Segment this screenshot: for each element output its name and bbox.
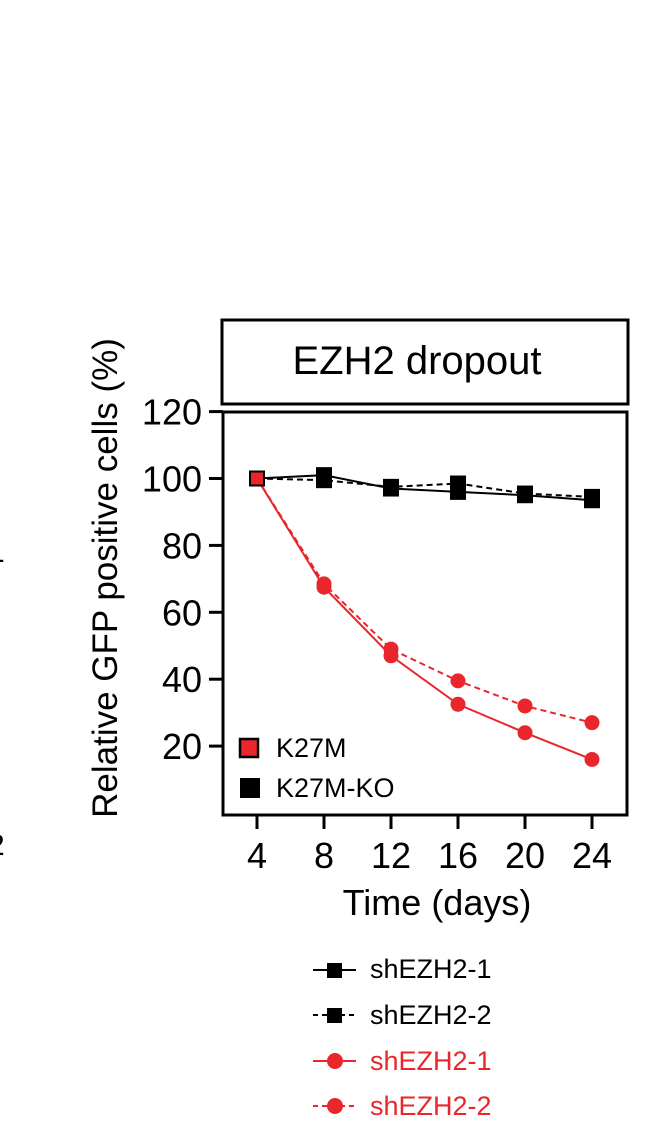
data-point-k27m-shezh2-1: [584, 751, 600, 767]
data-point-k27m-ko-shezh2-2: [584, 488, 600, 505]
y-axis-title: Relative GFP positive cells (%): [86, 338, 125, 818]
data-point-k27m-ko-shezh2-2: [450, 475, 466, 492]
legend-marker-shezh2-1-black: [327, 963, 342, 978]
legend-marker-shezh2-1-red: [327, 1053, 343, 1069]
x-tick-label: 4: [247, 835, 267, 876]
legend-label-k27m-ko: K27M-KO: [276, 773, 395, 803]
edge-glyph-bottom: 2: [0, 829, 5, 862]
y-tick-label: 60: [162, 592, 202, 633]
data-point-k27m-shezh2-2: [316, 576, 332, 592]
series-line-k27m-shezh2-2: [256, 477, 593, 724]
y-tick-label: 20: [162, 726, 202, 767]
legend-label-shezh2-1-red: shEZH2-1: [370, 1046, 492, 1076]
x-tick-label: 16: [438, 835, 478, 876]
cell-line-legend: K27M K27M-KO: [238, 733, 395, 803]
data-point-k27m-ko-shezh2-2: [316, 472, 332, 489]
data-point-start-overlap: [249, 470, 265, 487]
x-tick-label: 24: [572, 835, 612, 876]
shrna-legend: shEZH2-1 shEZH2-2 shEZH2-1 shEZH2-2: [313, 954, 492, 1121]
axis-ticks: 20 40 60 80 100 120 4 8 12 16 20 24: [142, 392, 612, 876]
y-tick-label: 40: [162, 659, 202, 700]
legend-label-shezh2-2-black: shEZH2-2: [370, 1000, 492, 1030]
data-point-k27m-shezh2-2: [584, 715, 600, 731]
x-axis-title: Time (days): [343, 882, 532, 923]
data-point-k27m-shezh2-2: [383, 641, 399, 657]
legend-label-k27m: K27M: [276, 733, 347, 763]
series-line-k27m-ko-shezh2-1: [256, 474, 593, 502]
panel-title: EZH2 dropout: [292, 339, 541, 383]
legend-swatch-k27m-ko: [240, 778, 260, 798]
x-tick-label: 12: [371, 835, 411, 876]
data-point-k27m-shezh2-1: [450, 696, 466, 712]
data-point-k27m-shezh2-2: [450, 673, 466, 689]
panel-title-box: [220, 318, 630, 406]
y-tick-label: 80: [162, 525, 202, 566]
data-point-k27m-ko-shezh2-2: [517, 485, 533, 502]
y-tick-label: 120: [142, 392, 202, 433]
legend-label-shezh2-2-red: shEZH2-2: [370, 1091, 492, 1121]
data-point-k27m-ko-shezh2-2: [383, 478, 399, 495]
edge-glyph-top: 1: [0, 536, 5, 569]
legend-marker-shezh2-2-black: [327, 1008, 342, 1023]
legend-marker-shezh2-2-red: [327, 1098, 343, 1114]
x-tick-label: 20: [505, 835, 545, 876]
data-point-k27m-shezh2-1: [517, 725, 533, 741]
series-line-k27m-shezh2-1: [256, 477, 593, 761]
data-point-k27m-shezh2-2: [517, 698, 533, 714]
data-series: [249, 467, 600, 767]
series-line-k27m-ko-shezh2-2: [256, 477, 593, 498]
y-tick-label: 100: [142, 459, 202, 500]
x-tick-label: 8: [314, 835, 334, 876]
legend-label-shezh2-1-black: shEZH2-1: [370, 954, 492, 984]
legend-swatch-k27m: [238, 737, 260, 759]
